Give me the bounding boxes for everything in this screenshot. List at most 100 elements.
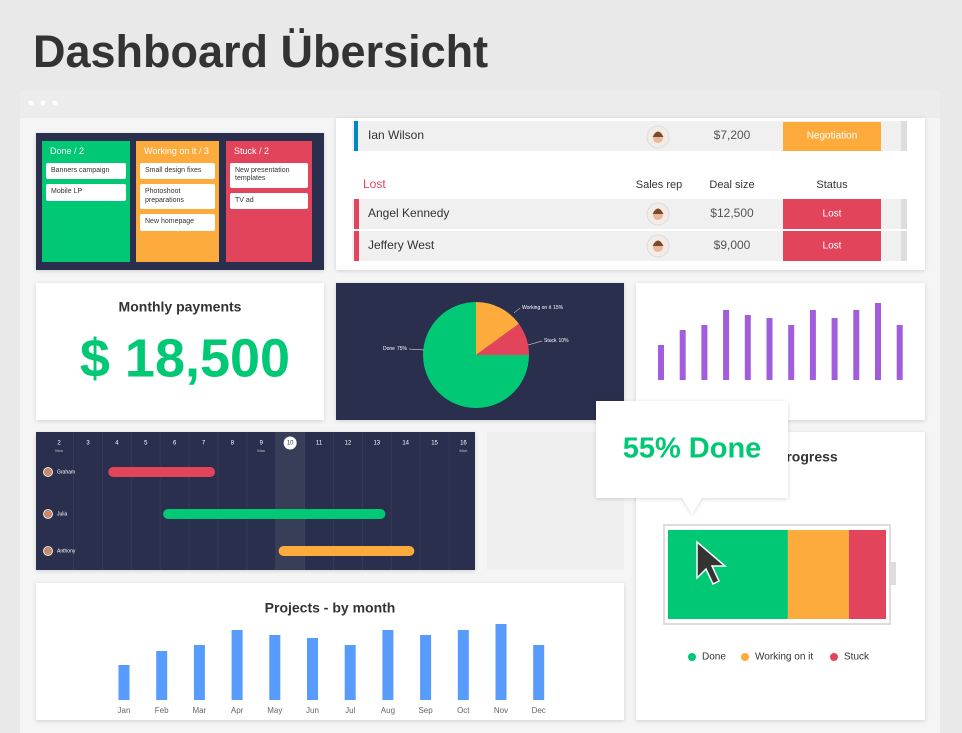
kanban-card: New homepage (140, 214, 215, 231)
kanban-column-body: Stuck / 2 New presentation templates TV ad (226, 141, 312, 216)
person-name: Anthony (57, 548, 76, 554)
column-header: Status (816, 179, 848, 191)
column-header: Deal size (709, 179, 754, 191)
deal-size: $7,200 (714, 128, 751, 142)
status-label: Negotiation (807, 131, 858, 142)
bar (853, 310, 860, 380)
x-tick-label: Oct (457, 706, 470, 715)
x-tick-label: 4 (115, 441, 119, 447)
pie-leader (527, 340, 543, 346)
kanban-column-content: Stuck / 2 New presentation templates TV ad (226, 141, 312, 216)
legend-swatch (741, 653, 749, 661)
kanban-card: Photoshoot preparations (140, 184, 215, 210)
x-tick-label: 12 (345, 441, 352, 447)
avatar-hair (652, 131, 664, 137)
x-tick-label: Jan (118, 706, 131, 715)
kanban-column-content: Done / 2 Banners campaign Mobile LP (46, 146, 126, 201)
pie-label: Stuck 10% (544, 338, 569, 344)
pie-label-name: Working on it (522, 305, 552, 311)
pie-label: Done 75% (383, 346, 408, 352)
kanban-column-body: Working on it / 3 Small design fixes Photo… (136, 141, 219, 238)
window-dot (40, 100, 46, 106)
scroll-strip (901, 231, 907, 261)
task-bar (278, 546, 415, 556)
bar (344, 645, 356, 700)
column-header: Sales rep (636, 179, 682, 191)
x-tick-label: 10 (287, 441, 294, 447)
pie-leader (408, 348, 425, 351)
x-tick-label: 11 (316, 441, 323, 447)
payments-panel (36, 283, 324, 420)
x-tick-label: 14 (402, 441, 409, 447)
bar (896, 325, 903, 380)
person-avatar (43, 467, 53, 477)
x-tick-label: Aug (381, 706, 395, 715)
bar (658, 345, 664, 380)
bar (382, 630, 394, 700)
pie-label-name: Stuck (544, 338, 557, 344)
group-title: Lost (363, 177, 386, 191)
person-avatar (43, 509, 53, 519)
kanban-card: TV ad (230, 192, 308, 210)
x-tick-label: 16 (460, 441, 467, 447)
legend-swatch (830, 653, 838, 661)
x-tick-label: Sep (418, 706, 433, 715)
person-name: Ian Wilson (368, 128, 424, 142)
kanban-column-title: Done / 2 (50, 146, 85, 156)
scroll-strip (901, 199, 907, 229)
person-name: Graham (57, 469, 75, 475)
x-tick-label: 6 (173, 441, 177, 447)
bar (269, 635, 281, 700)
pie-slice (476, 302, 519, 355)
x-tick-label: Apr (231, 706, 244, 715)
window-dot (52, 100, 58, 106)
callout-text: 55% Done (623, 433, 762, 465)
deal-size: $9,000 (714, 238, 751, 252)
bars-panel (636, 283, 925, 420)
bar (701, 325, 708, 380)
pie-label-value: 75% (397, 346, 408, 352)
task-bar (108, 467, 216, 477)
bar (420, 635, 432, 700)
x-tick-label: Feb (155, 706, 169, 715)
bar (723, 310, 730, 380)
chart-title: Progress (777, 449, 838, 465)
bar (809, 310, 816, 380)
x-tick-label: 5 (144, 441, 148, 447)
legend-label: Working on it (755, 652, 813, 663)
status-label: Lost (823, 241, 842, 252)
x-tick-label: 7 (202, 441, 206, 447)
person-name: Angel Kennedy (368, 206, 449, 220)
progress-segment (848, 530, 886, 619)
person-avatar (43, 546, 53, 556)
progress-segment (668, 530, 788, 619)
bar (788, 325, 795, 380)
bar (744, 315, 751, 380)
legend-label: Stuck (844, 652, 870, 663)
bar (457, 630, 469, 700)
bar (831, 318, 838, 380)
legend-swatch (688, 653, 696, 661)
bar (533, 645, 545, 700)
x-tick-label: 9 (260, 441, 264, 447)
kanban-column-title: Working on it / 3 (144, 146, 209, 156)
bar (118, 665, 130, 700)
pie-label-name: Done (383, 346, 395, 352)
bar (307, 638, 318, 700)
pie-label: Working on it 15% (522, 305, 564, 311)
bar (679, 330, 686, 380)
x-tick-label: Nov (494, 706, 508, 715)
pie-label-value: 10% (559, 338, 570, 344)
x-tick-label: Mar (193, 706, 207, 715)
bar (495, 624, 507, 700)
bar (193, 645, 205, 700)
kanban-column-content: Working on it / 3 Small design fixes Photo… (136, 141, 219, 238)
today-marker (283, 436, 297, 450)
weekday-label: Mon (257, 448, 265, 453)
avatar-hair (652, 240, 664, 246)
weekday-label: Mon (55, 448, 63, 453)
browser-bar (20, 90, 940, 118)
x-tick-label: 13 (373, 441, 380, 447)
